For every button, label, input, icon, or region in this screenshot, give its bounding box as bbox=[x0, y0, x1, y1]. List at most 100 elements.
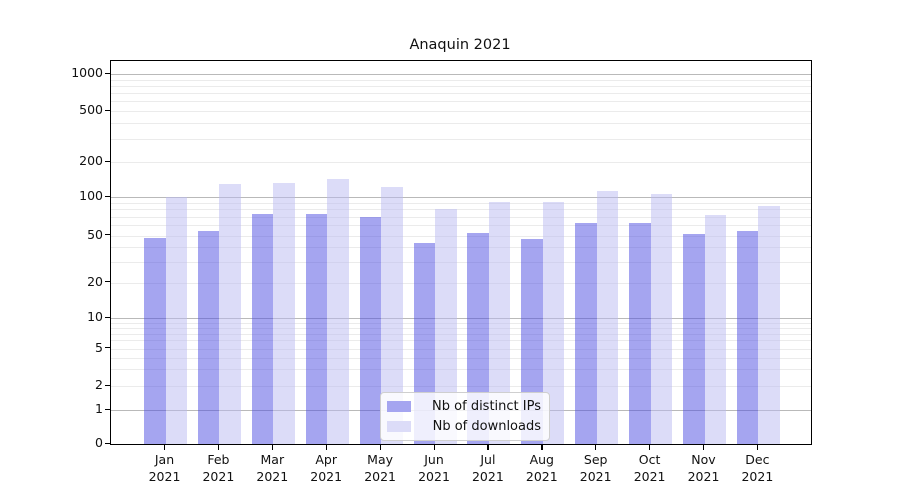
y-tick-mark bbox=[105, 281, 110, 283]
bar-distinct-ips-nov bbox=[683, 234, 705, 444]
minor-gridline bbox=[111, 235, 811, 237]
bar-distinct-ips-jan bbox=[144, 237, 166, 444]
y-tick-label: 50 bbox=[87, 226, 103, 242]
bar-distinct-ips-oct bbox=[629, 222, 651, 444]
bar-downloads-sep bbox=[596, 190, 619, 444]
y-tick-label: 200 bbox=[79, 153, 103, 168]
y-tick-label: 1 bbox=[95, 401, 103, 416]
minor-gridline bbox=[111, 202, 811, 204]
bar-downloads-nov bbox=[704, 215, 726, 444]
legend-item-downloads: Nb of downloads bbox=[387, 419, 541, 434]
legend-label: Nb of distinct IPs bbox=[432, 399, 541, 414]
downloads-swatch-icon bbox=[387, 421, 411, 432]
bar-downloads-aug bbox=[542, 201, 565, 444]
x-tick-mark bbox=[487, 444, 489, 450]
bar-downloads-apr bbox=[327, 179, 349, 444]
x-tick-mark bbox=[703, 444, 705, 450]
bar-distinct-ips-mar bbox=[251, 214, 274, 444]
minor-gridline bbox=[111, 357, 811, 359]
x-tick-mark bbox=[271, 444, 274, 450]
x-tick-label: Sep 2021 bbox=[579, 452, 612, 484]
x-tick-label: Jan 2021 bbox=[148, 452, 181, 484]
minor-gridline bbox=[111, 282, 811, 284]
y-tick-label: 500 bbox=[79, 102, 103, 117]
y-tick-label: 20 bbox=[87, 273, 103, 289]
x-tick-mark bbox=[541, 444, 543, 450]
minor-gridline bbox=[111, 225, 811, 227]
x-tick-label: Feb 2021 bbox=[202, 452, 235, 484]
minor-gridline bbox=[111, 111, 811, 112]
minor-gridline bbox=[111, 101, 811, 103]
bar-distinct-ips-apr bbox=[305, 213, 328, 444]
minor-gridline bbox=[111, 386, 811, 387]
minor-gridline bbox=[111, 139, 811, 141]
minor-gridline bbox=[111, 209, 811, 211]
minor-gridline bbox=[111, 162, 811, 163]
minor-gridline bbox=[111, 261, 811, 263]
minor-gridline bbox=[111, 246, 811, 248]
y-tick-mark bbox=[105, 316, 110, 318]
minor-gridline bbox=[111, 348, 811, 350]
x-tick-label: Jun 2021 bbox=[418, 452, 450, 484]
x-tick-label: Dec 2021 bbox=[741, 452, 774, 484]
plot-area bbox=[110, 60, 812, 445]
bar-distinct-ips-feb bbox=[197, 231, 220, 444]
y-tick-label: 100 bbox=[79, 188, 103, 203]
minor-gridline bbox=[111, 327, 811, 329]
y-tick-mark bbox=[105, 195, 110, 197]
bar-downloads-jul bbox=[488, 202, 511, 444]
x-tick-mark bbox=[433, 444, 435, 450]
y-tick-mark bbox=[105, 347, 110, 349]
x-tick-mark bbox=[649, 444, 651, 450]
y-tick-label: 5 bbox=[95, 339, 103, 355]
y-tick-label: 0 bbox=[95, 435, 103, 450]
y-tick-mark bbox=[105, 160, 110, 162]
legend-label: Nb of downloads bbox=[432, 419, 541, 434]
minor-gridline bbox=[111, 369, 811, 371]
y-tick-mark bbox=[105, 109, 110, 111]
y-tick-mark bbox=[105, 72, 110, 74]
x-tick-label: Nov 2021 bbox=[687, 452, 720, 484]
x-tick-label: Apr 2021 bbox=[310, 452, 343, 484]
x-tick-label: Aug 2021 bbox=[525, 452, 558, 484]
x-tick-mark bbox=[164, 444, 166, 450]
y-tick-label: 2 bbox=[95, 377, 103, 392]
bar-distinct-ips-jul bbox=[467, 233, 489, 444]
bar-downloads-jun bbox=[435, 208, 457, 444]
x-tick-mark bbox=[595, 444, 597, 450]
distinct-ips-swatch-icon bbox=[387, 401, 411, 412]
minor-gridline bbox=[111, 123, 811, 125]
minor-gridline bbox=[111, 79, 811, 81]
x-tick-label: Mar 2021 bbox=[256, 452, 289, 484]
x-tick-label: Oct 2021 bbox=[633, 452, 666, 484]
bar-downloads-oct bbox=[650, 194, 673, 444]
minor-gridline bbox=[111, 333, 811, 335]
y-tick-label: 1000 bbox=[71, 65, 103, 80]
bar-distinct-ips-dec bbox=[736, 231, 759, 444]
minor-gridline bbox=[111, 340, 811, 342]
major-gridline bbox=[111, 318, 811, 319]
minor-gridline bbox=[111, 216, 811, 218]
x-tick-label: May 2021 bbox=[364, 452, 396, 484]
bar-downloads-jan bbox=[165, 197, 187, 444]
x-tick-mark bbox=[756, 444, 759, 450]
y-tick-mark bbox=[105, 442, 110, 444]
x-tick-mark bbox=[379, 444, 381, 450]
y-tick-label: 10 bbox=[87, 309, 103, 324]
bar-downloads-feb bbox=[219, 184, 241, 444]
legend: Nb of distinct IPs Nb of downloads bbox=[380, 392, 550, 441]
minor-gridline bbox=[111, 322, 811, 324]
bar-downloads-dec bbox=[758, 206, 780, 444]
y-tick-mark bbox=[105, 384, 110, 386]
legend-item-distinct-ips: Nb of distinct IPs bbox=[387, 399, 541, 414]
x-tick-mark bbox=[325, 444, 327, 450]
x-tick-label: Jul 2021 bbox=[471, 452, 504, 484]
bar-distinct-ips-sep bbox=[575, 222, 597, 444]
bar-downloads-may bbox=[381, 186, 403, 444]
minor-gridline bbox=[111, 85, 811, 87]
major-gridline bbox=[111, 197, 811, 198]
y-tick-mark bbox=[105, 408, 110, 410]
x-tick-mark bbox=[217, 444, 220, 450]
y-tick-mark bbox=[105, 234, 110, 236]
